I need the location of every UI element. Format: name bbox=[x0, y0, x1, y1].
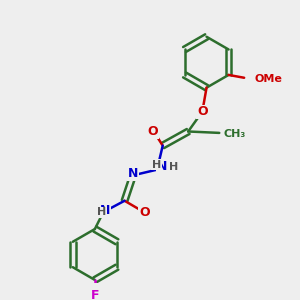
Text: O: O bbox=[197, 105, 208, 118]
Text: OMe: OMe bbox=[254, 74, 282, 84]
Text: H: H bbox=[152, 160, 161, 170]
Text: CH₃: CH₃ bbox=[224, 129, 246, 139]
Text: N: N bbox=[157, 160, 167, 172]
Text: H: H bbox=[97, 207, 106, 217]
Text: O: O bbox=[148, 125, 158, 138]
Text: H: H bbox=[169, 162, 178, 172]
Text: F: F bbox=[91, 289, 99, 300]
Text: N: N bbox=[100, 204, 110, 217]
Text: N: N bbox=[128, 167, 138, 181]
Text: O: O bbox=[139, 206, 150, 219]
